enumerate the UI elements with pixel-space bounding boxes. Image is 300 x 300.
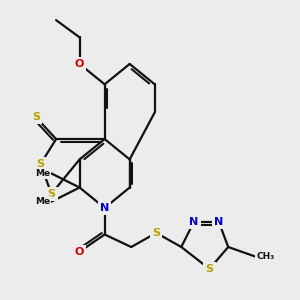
Text: N: N bbox=[189, 217, 198, 227]
Text: S: S bbox=[152, 228, 160, 238]
Text: N: N bbox=[100, 203, 109, 213]
Text: Me: Me bbox=[35, 169, 50, 178]
Text: S: S bbox=[47, 189, 56, 199]
Text: Me: Me bbox=[35, 197, 50, 206]
Text: S: S bbox=[206, 264, 213, 274]
Text: CH₃: CH₃ bbox=[256, 252, 274, 261]
Text: O: O bbox=[75, 59, 84, 69]
Text: S: S bbox=[37, 159, 44, 169]
Text: N: N bbox=[214, 217, 224, 227]
Text: O: O bbox=[75, 247, 84, 257]
Text: S: S bbox=[32, 112, 40, 122]
